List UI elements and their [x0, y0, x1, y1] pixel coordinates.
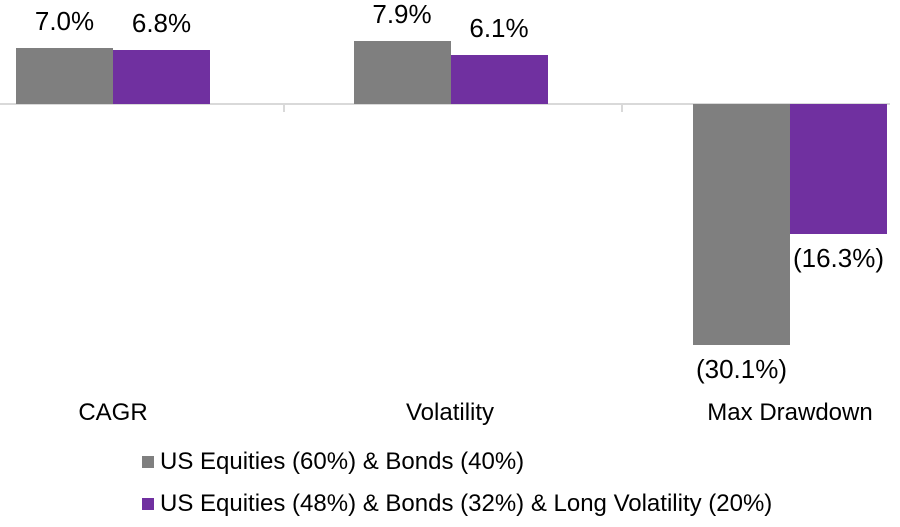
- bar-cagr-series-2: [113, 49, 210, 104]
- x-axis-line: [0, 103, 890, 105]
- legend-item-60-40-portfolio: US Equities (60%) & Bonds (40%): [142, 448, 772, 476]
- value-label-cagr-series-2: 6.8%: [131, 7, 192, 38]
- bar-volatility-series-2: [450, 55, 548, 104]
- value-label-max-drawdown-series-1: (30.1%): [695, 353, 788, 384]
- category-label-cagr: CAGR: [78, 399, 148, 426]
- legend-label-60-40-portfolio: US Equities (60%) & Bonds (40%): [160, 448, 525, 475]
- legend-marker-purple-square-icon: [142, 498, 154, 510]
- legend-label-48-32-20-portfolio: US Equities (48%) & Bonds (32%) & Long V…: [160, 490, 773, 517]
- category-label-volatility: Volatility: [405, 399, 495, 426]
- bar-volatility-series-1: [353, 40, 451, 104]
- value-label-volatility-series-1: 7.9%: [372, 0, 432, 29]
- x-axis-tick: [621, 104, 623, 112]
- legend-item-48-32-20-portfolio: US Equities (48%) & Bonds (32%) & Long V…: [142, 490, 772, 518]
- value-label-max-drawdown-series-2: (16.3%): [792, 243, 885, 274]
- legend-marker-gray-square-icon: [142, 456, 154, 468]
- bar-max-drawdown-series-2: [790, 104, 887, 235]
- value-label-cagr-series-1: 7.0%: [34, 6, 95, 36]
- legend: US Equities (60%) & Bonds (40%) US Equit…: [142, 448, 772, 527]
- bar-cagr-series-1: [16, 48, 113, 104]
- category-label-max-drawdown: Max Drawdown: [707, 399, 873, 426]
- value-label-volatility-series-2: 6.1%: [469, 13, 529, 44]
- bar-max-drawdown-series-1: [693, 104, 790, 345]
- x-axis-tick: [283, 104, 285, 112]
